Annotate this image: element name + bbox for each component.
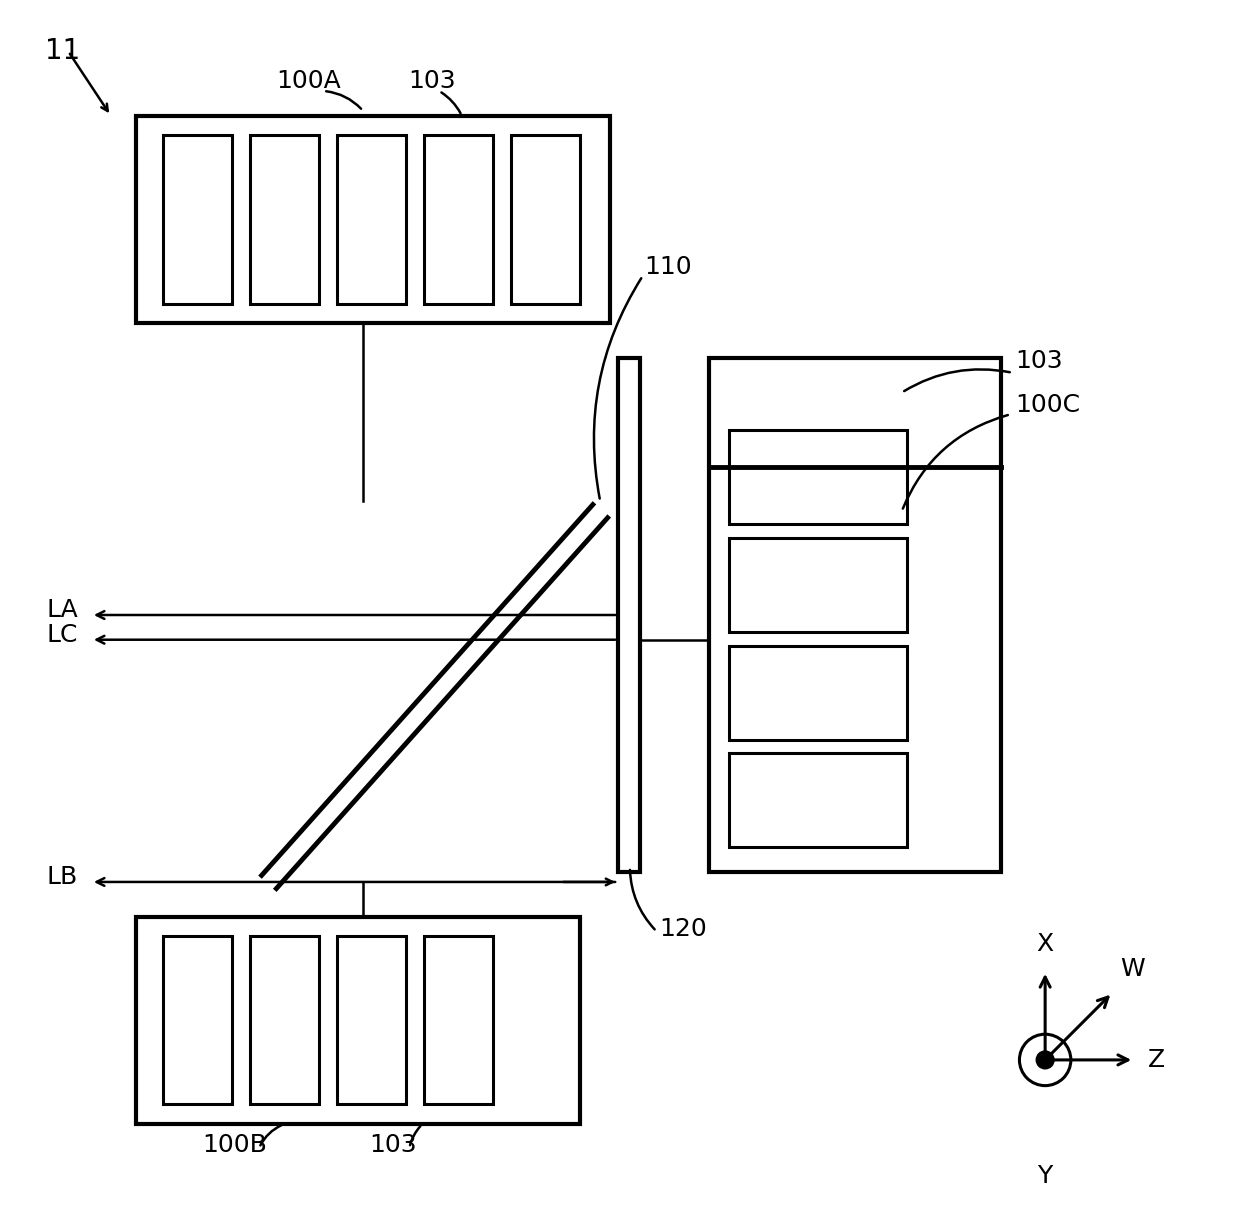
- Text: 110: 110: [645, 255, 692, 279]
- Text: 100B: 100B: [202, 1133, 267, 1157]
- Text: 100A: 100A: [277, 69, 341, 93]
- Text: W: W: [1120, 957, 1145, 980]
- Text: 120: 120: [660, 918, 707, 941]
- Circle shape: [1037, 1050, 1054, 1069]
- Text: 103: 103: [1016, 349, 1063, 373]
- Bar: [424, 135, 494, 304]
- Bar: [164, 135, 232, 304]
- Bar: [729, 430, 906, 524]
- Text: X: X: [1037, 932, 1054, 956]
- Bar: [250, 936, 320, 1105]
- Bar: [729, 754, 906, 847]
- Bar: [135, 916, 580, 1124]
- Bar: [337, 936, 407, 1105]
- Bar: [511, 135, 580, 304]
- Bar: [709, 358, 1001, 872]
- Text: LC: LC: [47, 622, 78, 647]
- Text: 11: 11: [45, 37, 79, 65]
- Bar: [729, 538, 906, 632]
- Text: Y: Y: [1038, 1164, 1053, 1188]
- Bar: [164, 936, 232, 1105]
- Bar: [135, 116, 610, 323]
- Bar: [729, 646, 906, 739]
- Bar: [618, 358, 640, 872]
- Text: 103: 103: [408, 69, 456, 93]
- Bar: [424, 936, 494, 1105]
- Text: LA: LA: [46, 598, 78, 622]
- Bar: [337, 135, 407, 304]
- Text: Z: Z: [1148, 1048, 1166, 1071]
- Text: 100C: 100C: [1016, 394, 1080, 417]
- Text: LB: LB: [47, 865, 78, 889]
- Text: 103: 103: [368, 1133, 417, 1157]
- Bar: [250, 135, 320, 304]
